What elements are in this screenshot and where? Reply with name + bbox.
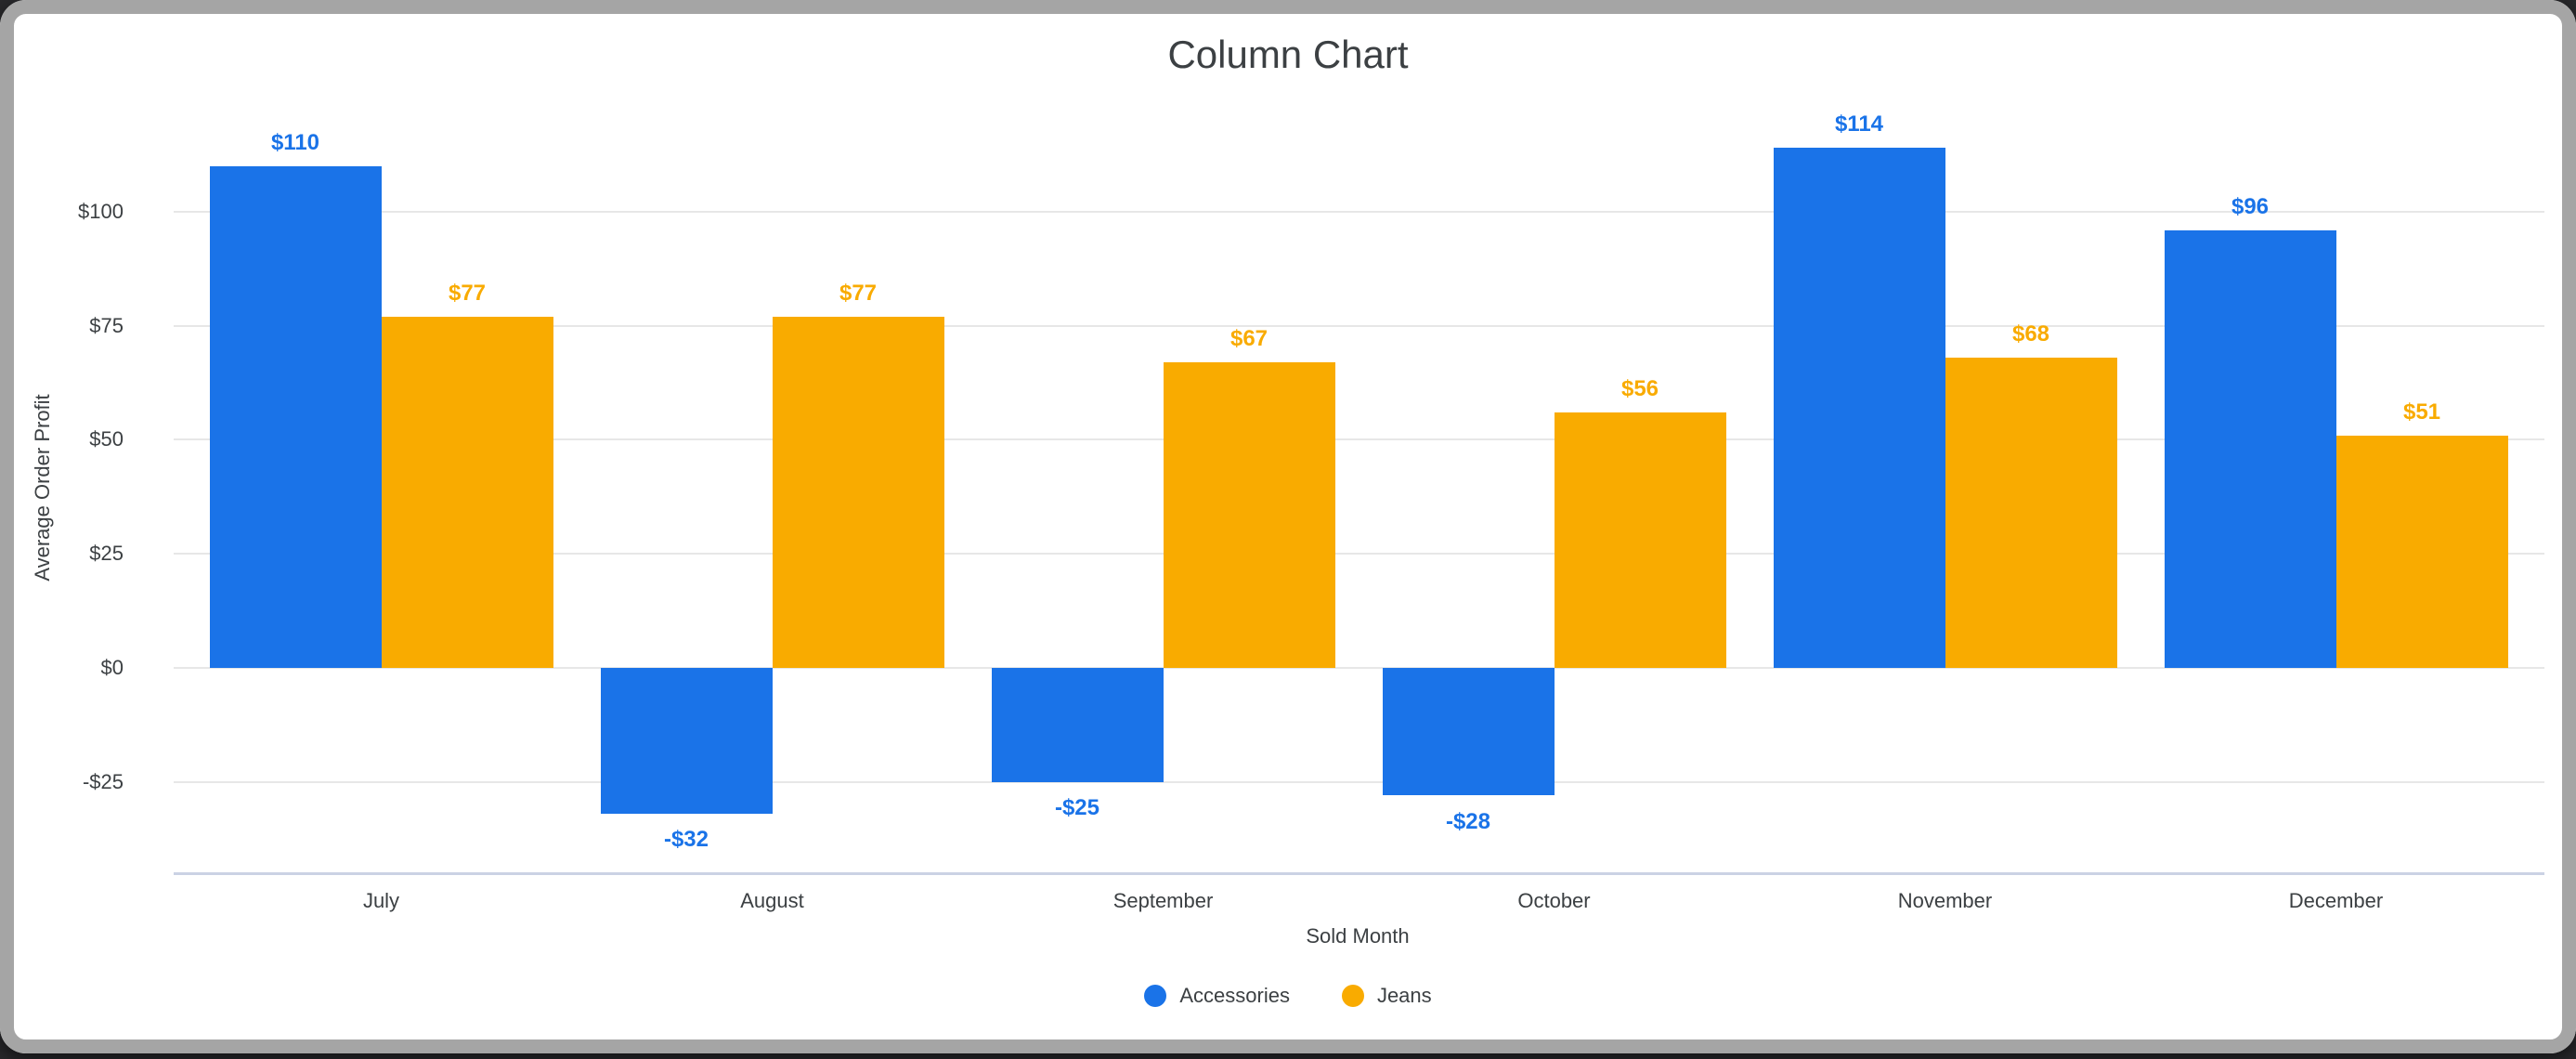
legend-label: Jeans bbox=[1376, 984, 1432, 1007]
bar-value-label: $110 bbox=[270, 129, 320, 155]
bar-value-label: $67 bbox=[1229, 325, 1268, 351]
bar-value-label: -$32 bbox=[663, 827, 709, 853]
x-tick-label-october: October bbox=[1517, 889, 1591, 912]
y-tick-label: $0 bbox=[100, 655, 124, 679]
bar-jeans-october[interactable] bbox=[1554, 412, 1726, 668]
bar-value-label: $114 bbox=[1834, 111, 1884, 137]
bar-jeans-december[interactable] bbox=[2335, 435, 2508, 668]
bar-value-label: -$25 bbox=[1054, 794, 1100, 820]
gridline-25 bbox=[174, 553, 2544, 556]
legend: Accessories Jeans bbox=[0, 981, 2576, 1011]
bar-value-label: $96 bbox=[2231, 193, 2270, 219]
y-tick-label: $50 bbox=[89, 427, 124, 451]
legend-swatch-icon bbox=[1144, 985, 1167, 1007]
bar-accessories-september[interactable] bbox=[991, 667, 1164, 782]
x-tick-label-july: July bbox=[362, 889, 400, 912]
x-tick-label-november: November bbox=[1897, 889, 1993, 912]
y-tick-label: $75 bbox=[89, 313, 124, 337]
bar-jeans-september[interactable] bbox=[1163, 361, 1335, 668]
legend-swatch-icon bbox=[1341, 985, 1364, 1007]
gridline-75 bbox=[174, 324, 2544, 327]
bar-value-label: $51 bbox=[2402, 399, 2441, 425]
bar-value-label: -$28 bbox=[1445, 808, 1491, 834]
x-tick-label-september: September bbox=[1112, 889, 1214, 912]
chart-title: Column Chart bbox=[1167, 33, 1409, 76]
bar-value-label: $68 bbox=[2011, 321, 2050, 347]
legend-label: Accessories bbox=[1179, 984, 1290, 1007]
bar-accessories-july[interactable] bbox=[209, 165, 382, 668]
gridline-50 bbox=[174, 438, 2544, 441]
bar-accessories-august[interactable] bbox=[600, 667, 773, 815]
bar-value-label: $77 bbox=[448, 280, 487, 306]
bar-accessories-november[interactable] bbox=[1773, 148, 1945, 668]
bar-accessories-october[interactable] bbox=[1382, 667, 1555, 796]
bar-value-label: $56 bbox=[1620, 375, 1659, 401]
bar-value-label: $77 bbox=[839, 280, 878, 306]
bar-jeans-august[interactable] bbox=[772, 316, 944, 668]
x-axis-line bbox=[174, 872, 2544, 875]
y-tick-label: $25 bbox=[89, 542, 124, 566]
gridline-0 bbox=[174, 666, 2544, 669]
y-tick-label: -$25 bbox=[82, 769, 124, 793]
legend-item-jeans[interactable]: Jeans bbox=[1341, 982, 1432, 1010]
gridline-100 bbox=[174, 210, 2544, 213]
legend-item-accessories[interactable]: Accessories bbox=[1144, 982, 1290, 1010]
gridline--25 bbox=[174, 780, 2544, 783]
y-tick-label: $100 bbox=[78, 199, 124, 223]
bar-jeans-november[interactable] bbox=[1945, 358, 2117, 668]
x-tick-label-august: August bbox=[740, 889, 804, 912]
bar-accessories-december[interactable] bbox=[2164, 229, 2336, 668]
bar-jeans-july[interactable] bbox=[381, 316, 553, 668]
x-tick-label-december: December bbox=[2288, 889, 2384, 912]
x-axis-title: Sold Month bbox=[1306, 924, 1410, 948]
